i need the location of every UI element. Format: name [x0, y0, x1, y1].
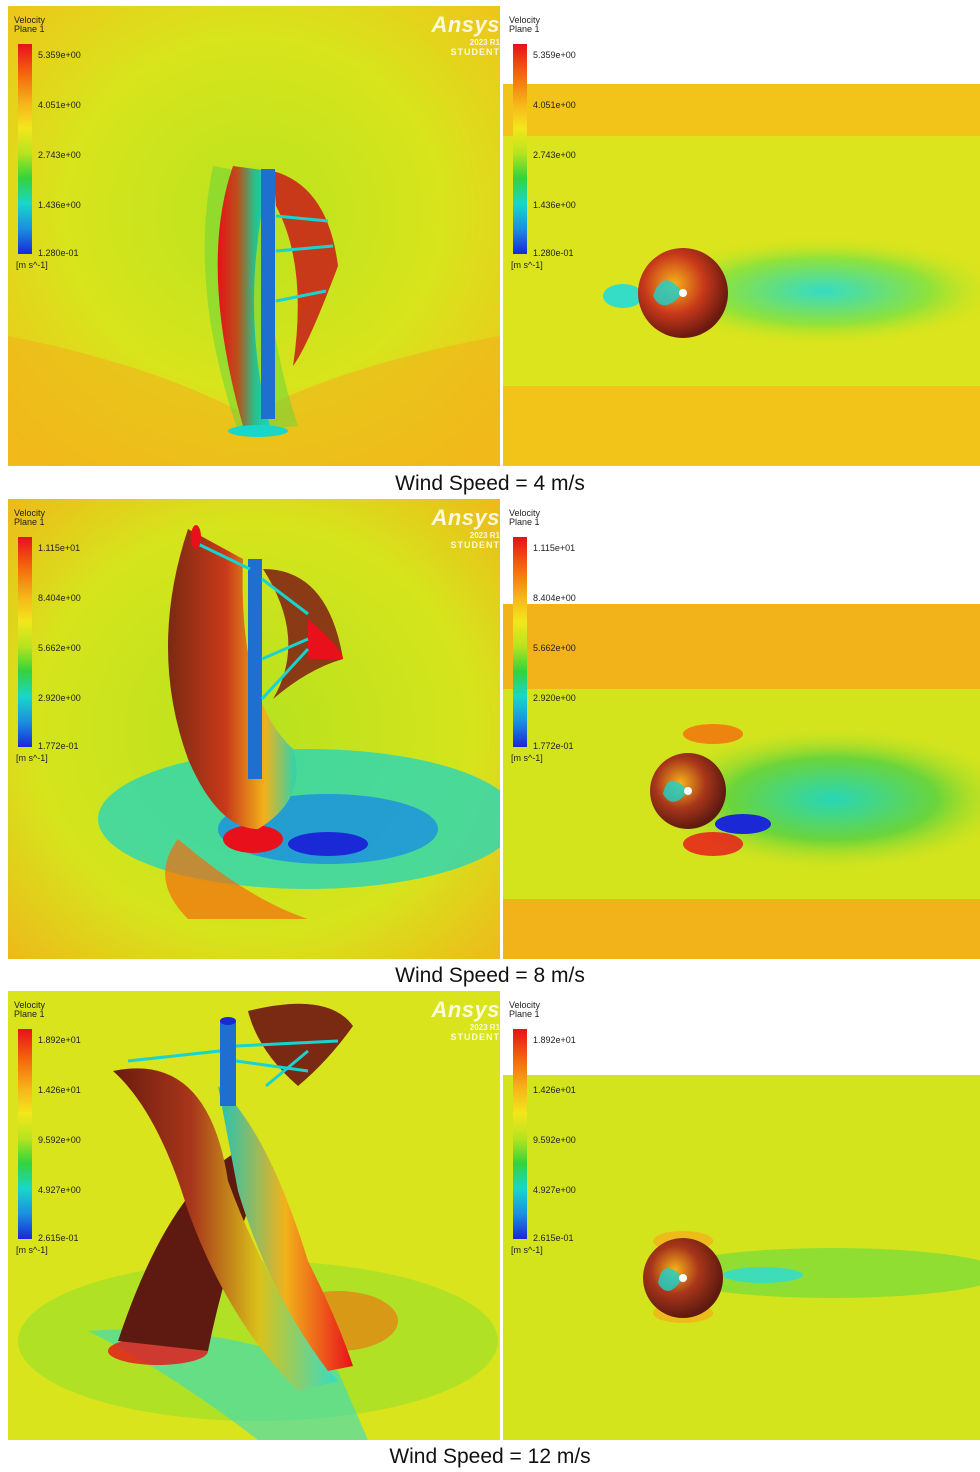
legend-tick: 1.426e+01 [38, 1085, 81, 1095]
helical-blade [263, 569, 343, 699]
legend-unit: [m s^-1] [16, 260, 48, 270]
velocity-legend: Velocity Plane 1 1.892e+01 1.426e+01 9.5… [509, 1001, 639, 1271]
legend-tick: 1.772e-01 [38, 741, 79, 751]
legend-tick: 4.051e+00 [38, 100, 81, 110]
legend-tick: 9.592e+00 [38, 1135, 81, 1145]
legend-plane: Plane 1 [509, 24, 540, 34]
legend-tick: 5.662e+00 [533, 643, 576, 653]
legend-tick: 4.927e+00 [38, 1185, 81, 1195]
legend-plane: Plane 1 [14, 24, 45, 34]
color-scale-bar [18, 537, 32, 747]
legend-unit: [m s^-1] [16, 1245, 48, 1255]
legend-tick: 8.404e+00 [533, 593, 576, 603]
rotor-top-view: Velocity Plane 1 5.359e+00 4.051e+00 2.7… [503, 6, 980, 466]
ansys-logo: Ansys 2023 R1 STUDENT [431, 505, 500, 550]
velocity-legend: Velocity Plane 1 5.359e+00 4.051e+00 2.7… [509, 16, 639, 286]
rotor-top-view: Velocity Plane 1 1.892e+01 1.426e+01 9.5… [503, 991, 980, 1440]
legend-tick: 1.436e+00 [38, 200, 81, 210]
legend-tick: 2.920e+00 [533, 693, 576, 703]
row-caption: Wind Speed = 12 m/s [389, 1445, 591, 1468]
row-caption: Wind Speed = 4 m/s [395, 472, 585, 495]
legend-title: Velocity [14, 508, 46, 518]
rotor-3d-view: Velocity Plane 1 5.359e+00 4.051e+00 2.7… [8, 6, 500, 466]
legend-tick: 1.436e+00 [533, 200, 576, 210]
velocity-legend: Velocity Plane 1 5.359e+00 4.051e+00 2.7… [14, 16, 144, 286]
legend-tick: 5.662e+00 [38, 643, 81, 653]
legend-tick: 1.280e-01 [533, 248, 574, 258]
legend-tick: 5.359e+00 [38, 50, 81, 60]
legend-tick: 2.743e+00 [38, 150, 81, 160]
legend-tick: 1.115e+01 [38, 543, 81, 553]
helical-blade [113, 1068, 338, 1391]
rotor-3d-view: Velocity Plane 1 1.115e+01 8.404e+00 5.6… [8, 499, 500, 959]
velocity-legend: Velocity Plane 1 1.115e+01 8.404e+00 5.6… [509, 509, 639, 779]
legend-title: Velocity [14, 15, 46, 25]
legend-plane: Plane 1 [14, 1009, 45, 1019]
legend-tick: 4.927e+00 [533, 1185, 576, 1195]
central-shaft [220, 1021, 236, 1106]
helical-blade [218, 1086, 353, 1371]
legend-tick: 1.892e+01 [533, 1035, 576, 1045]
color-scale-bar [18, 1029, 32, 1239]
helical-blade [217, 166, 270, 426]
ansys-logo: Ansys 2023 R1 STUDENT [431, 997, 500, 1042]
legend-plane: Plane 1 [14, 517, 45, 527]
legend-tick: 1.280e-01 [38, 248, 79, 258]
legend-unit: [m s^-1] [511, 1245, 543, 1255]
legend-title: Velocity [509, 508, 541, 518]
legend-tick: 5.359e+00 [533, 50, 576, 60]
legend-plane: Plane 1 [509, 517, 540, 527]
legend-unit: [m s^-1] [16, 753, 48, 763]
legend-tick: 1.892e+01 [38, 1035, 81, 1045]
legend-title: Velocity [509, 15, 541, 25]
legend-tick: 1.426e+01 [533, 1085, 576, 1095]
color-scale-bar [513, 537, 527, 747]
helical-blade [168, 529, 297, 829]
legend-title: Velocity [14, 1000, 46, 1010]
legend-unit: [m s^-1] [511, 260, 543, 270]
color-scale-bar [18, 44, 32, 254]
rotor-top-view: Velocity Plane 1 1.115e+01 8.404e+00 5.6… [503, 499, 980, 959]
color-scale-bar [513, 1029, 527, 1239]
legend-plane: Plane 1 [509, 1009, 540, 1019]
legend-tick: 4.051e+00 [533, 100, 576, 110]
legend-tick: 2.615e-01 [533, 1233, 574, 1243]
legend-tick: 1.115e+01 [533, 543, 576, 553]
central-shaft [261, 169, 275, 419]
legend-tick: 1.772e-01 [533, 741, 574, 751]
color-scale-bar [513, 44, 527, 254]
legend-unit: [m s^-1] [511, 753, 543, 763]
rotor-3d-view: Velocity Plane 1 1.892e+01 1.426e+01 9.5… [8, 991, 500, 1440]
velocity-legend: Velocity Plane 1 1.115e+01 8.404e+00 5.6… [14, 509, 144, 779]
legend-title: Velocity [509, 1000, 541, 1010]
legend-tick: 2.743e+00 [533, 150, 576, 160]
legend-tick: 9.592e+00 [533, 1135, 576, 1145]
legend-tick: 8.404e+00 [38, 593, 81, 603]
row-caption: Wind Speed = 8 m/s [395, 964, 585, 987]
ansys-logo: Ansys 2023 R1 STUDENT [431, 12, 500, 57]
velocity-legend: Velocity Plane 1 1.892e+01 1.426e+01 9.5… [14, 1001, 144, 1271]
legend-tick: 2.920e+00 [38, 693, 81, 703]
legend-tick: 2.615e-01 [38, 1233, 79, 1243]
central-shaft [248, 559, 262, 779]
